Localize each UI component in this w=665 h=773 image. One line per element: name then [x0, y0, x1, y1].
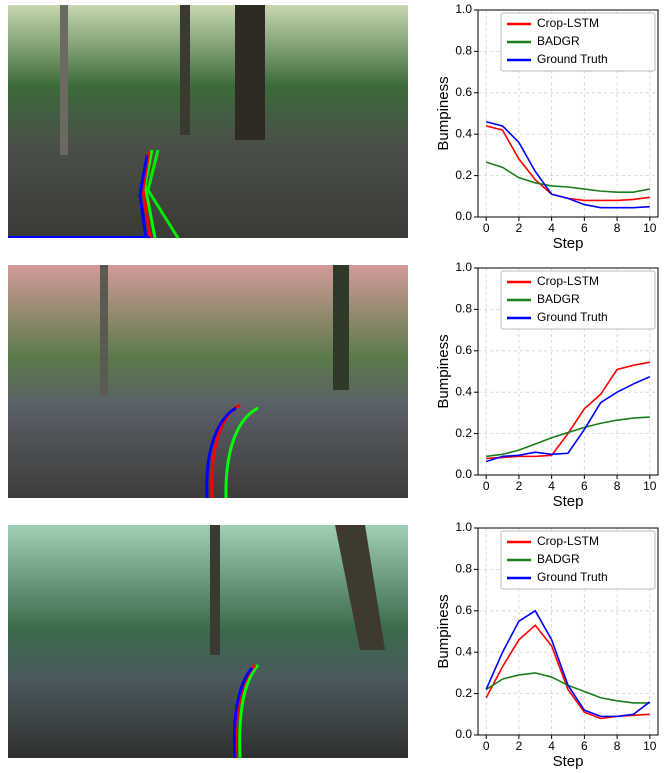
plot-frame — [477, 527, 659, 736]
legend-box — [500, 270, 656, 330]
legend-label: Crop-LSTM — [537, 16, 599, 30]
y-tick-label: 0.2 — [455, 168, 472, 182]
x-tick-label: 0 — [483, 479, 490, 493]
y-tick-label: 0.2 — [455, 686, 472, 700]
y-axis-label: Bumpiness — [435, 594, 452, 668]
data-line — [485, 609, 651, 718]
x-tick-label: 10 — [643, 739, 657, 753]
x-tick-label: 0 — [483, 221, 490, 235]
y-tick-label: 0.4 — [455, 126, 472, 140]
photo-2 — [8, 265, 408, 499]
y-axis-label: Bumpiness — [435, 334, 452, 408]
legend-label: Ground Truth — [537, 570, 608, 584]
legend-label: BADGR — [537, 34, 580, 48]
x-tick-label: 8 — [614, 479, 621, 493]
y-tick-label: 0.8 — [455, 44, 472, 58]
legend-label: Ground Truth — [537, 310, 608, 324]
x-axis-label: Step — [553, 753, 584, 770]
y-tick-label: 0.8 — [455, 562, 472, 576]
x-tick-label: 0 — [483, 739, 490, 753]
chart: 0.0 0.2 0.4 0.6 0.8 1.0 0 2 4 6 8 10 Step Bumpiness Cr… — [435, 2, 659, 252]
x-tick-label: 8 — [614, 739, 621, 753]
y-tick-label: 0.6 — [455, 85, 472, 99]
x-tick-label: 6 — [581, 221, 588, 235]
photo-3 — [8, 525, 408, 759]
x-tick-label: 6 — [581, 739, 588, 753]
x-tick-label: 10 — [643, 479, 657, 493]
legend-label: BADGR — [537, 552, 580, 566]
y-tick-label: 0.2 — [455, 426, 472, 440]
x-tick-label: 4 — [548, 739, 555, 753]
legend-label: BADGR — [537, 292, 580, 306]
chart: 0.0 0.2 0.4 0.6 0.8 1.0 0 2 4 6 8 10 Step Bumpiness Cr… — [435, 260, 659, 510]
legend-box — [500, 530, 656, 590]
y-tick-label: 1.0 — [455, 260, 472, 274]
y-tick-label: 0.8 — [455, 302, 472, 316]
x-tick-label: 10 — [643, 221, 657, 235]
y-tick-label: 0.0 — [455, 209, 472, 223]
y-tick-label: 0.4 — [455, 644, 472, 658]
legend-label: Crop-LSTM — [537, 534, 599, 548]
data-line — [485, 125, 650, 202]
y-tick-label: 1.0 — [455, 2, 472, 16]
data-line — [486, 361, 650, 460]
y-tick-label: 0.6 — [455, 343, 472, 357]
x-tick-label: 2 — [516, 739, 523, 753]
data-line — [485, 121, 650, 209]
data-line — [485, 624, 650, 720]
data-line — [485, 375, 651, 463]
data-line — [485, 161, 650, 193]
y-tick-label: 1.0 — [455, 520, 472, 534]
chart: 0.0 0.2 0.4 0.6 0.8 1.0 0 2 4 6 8 10 Step Bumpiness Cr… — [435, 520, 659, 770]
x-tick-label: 8 — [614, 221, 621, 235]
y-axis-label: Bumpiness — [435, 76, 452, 150]
x-tick-label: 2 — [516, 221, 523, 235]
x-tick-label: 6 — [581, 479, 588, 493]
legend-box — [500, 12, 656, 72]
data-line — [486, 416, 650, 458]
photo-1 — [8, 5, 408, 239]
plot-frame — [477, 267, 659, 476]
x-tick-label: 4 — [548, 221, 555, 235]
y-tick-label: 0.4 — [455, 384, 472, 398]
legend-label: Crop-LSTM — [537, 274, 599, 288]
x-tick-label: 2 — [516, 479, 523, 493]
x-axis-label: Step — [553, 493, 584, 510]
y-tick-label: 0.0 — [455, 727, 472, 741]
plot-frame — [477, 9, 659, 218]
y-tick-label: 0.0 — [455, 467, 472, 481]
y-tick-label: 0.6 — [455, 603, 472, 617]
legend-label: Ground Truth — [537, 52, 608, 66]
x-tick-label: 4 — [548, 479, 555, 493]
x-axis-label: Step — [553, 235, 584, 252]
